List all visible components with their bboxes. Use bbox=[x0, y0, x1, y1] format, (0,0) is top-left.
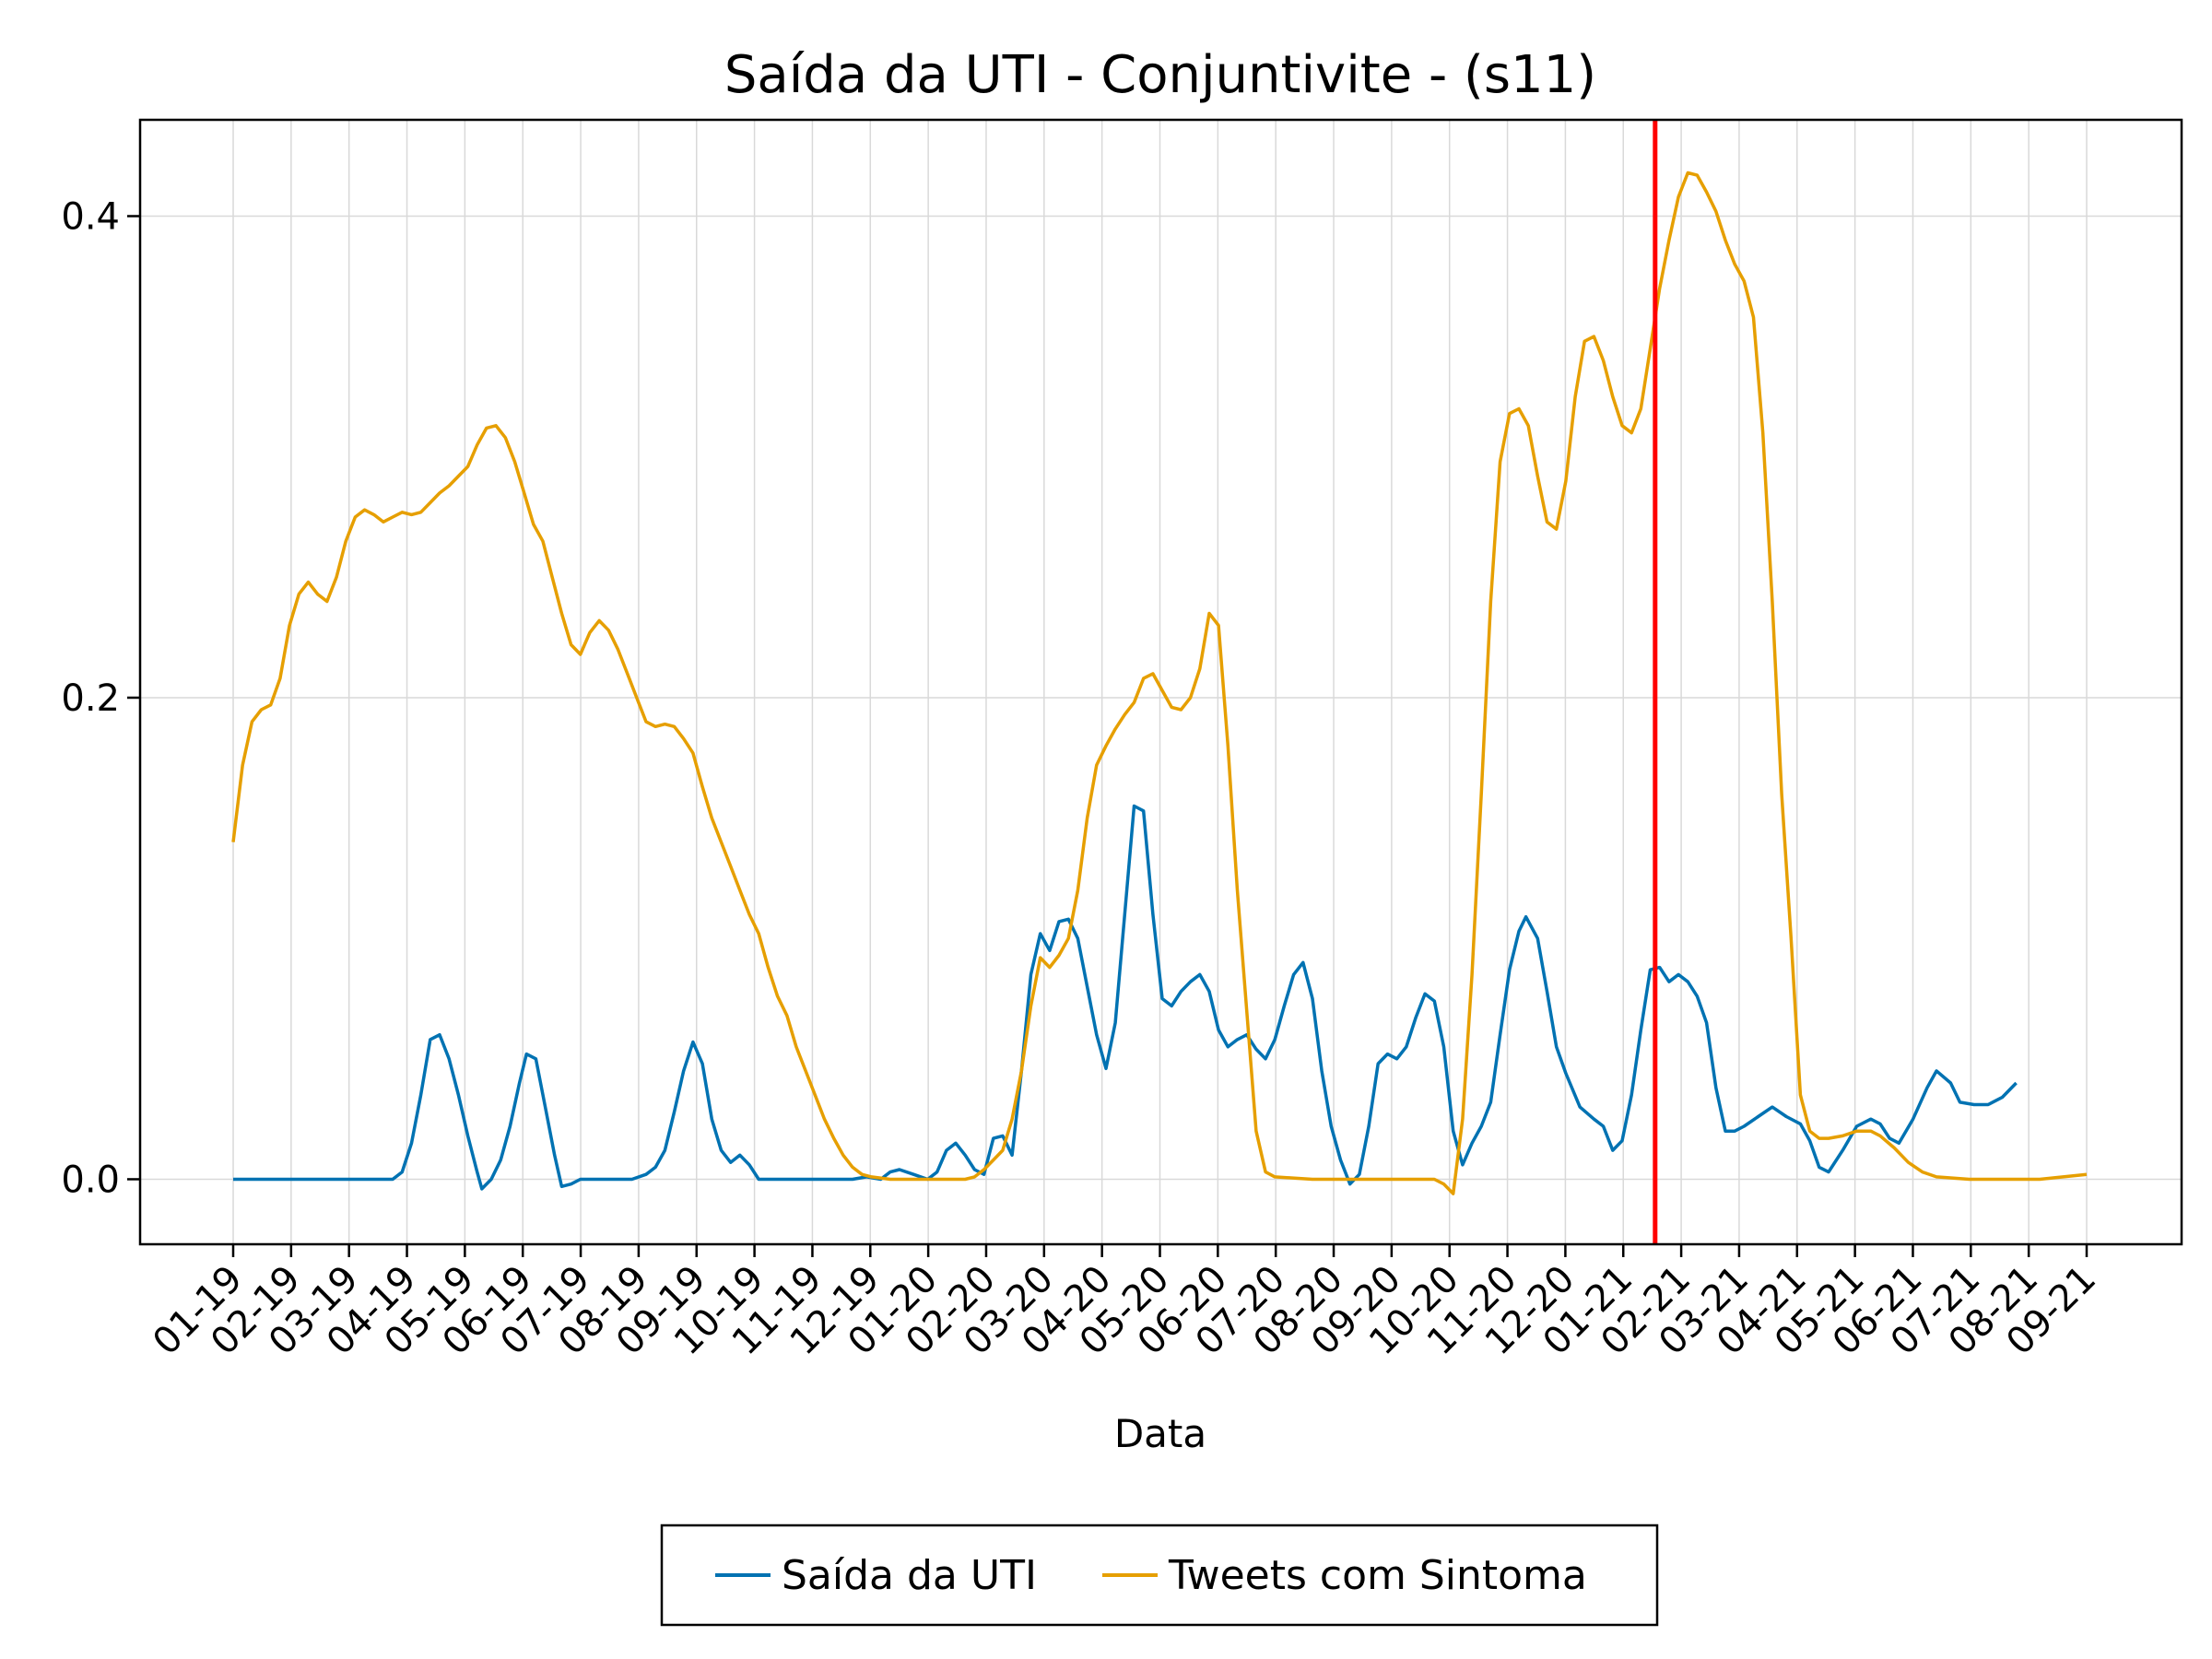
series-line-tweets-com-sintoma bbox=[231, 171, 2088, 1195]
legend-label: Tweets com Sintoma bbox=[1168, 1552, 1587, 1599]
grid bbox=[140, 120, 2182, 1244]
y-tick-label: 0.4 bbox=[61, 195, 120, 238]
series-line-saida-da-uti bbox=[233, 804, 2018, 1191]
chart-title: Saída da UTI - Conjuntivite - (s11) bbox=[724, 45, 1596, 105]
y-tick-label: 0.0 bbox=[61, 1159, 120, 1201]
y-axis: 0.0 0.2 0.4 bbox=[61, 195, 140, 1201]
legend-label: Saída da UTI bbox=[782, 1552, 1037, 1599]
legend-box bbox=[660, 1524, 1659, 1627]
plot-lines bbox=[231, 120, 2088, 1244]
y-tick-label: 0.2 bbox=[61, 677, 120, 720]
x-axis-label: Data bbox=[1114, 1411, 1206, 1456]
legend: Saída da UTI Tweets com Sintoma bbox=[660, 1524, 1659, 1627]
